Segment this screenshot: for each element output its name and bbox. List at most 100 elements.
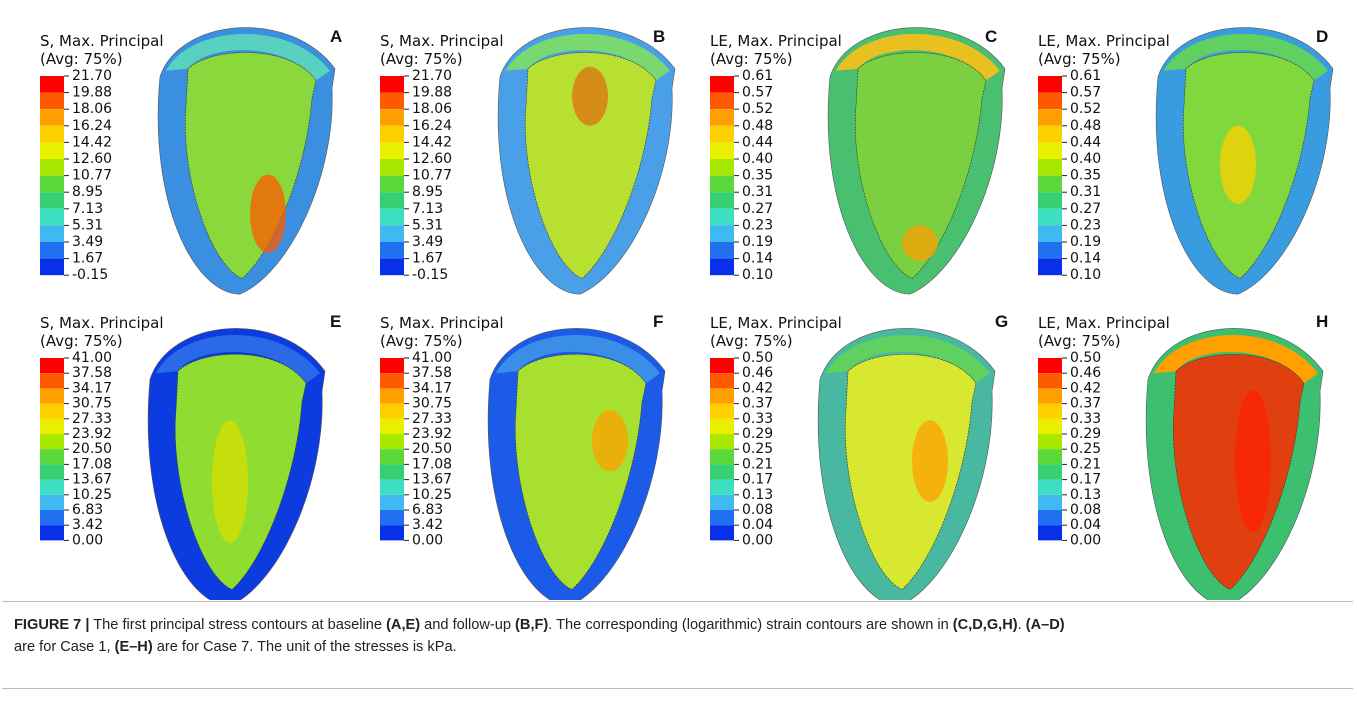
caption-text: . The corresponding (logarithmic) strain… <box>548 617 953 633</box>
legend-swatch <box>1038 159 1062 176</box>
panel-label: E <box>330 312 341 331</box>
legend-subtitle: (Avg: 75%) <box>1038 332 1121 350</box>
legend-tick-label: 3.42 <box>72 517 103 533</box>
legend-swatch <box>380 464 404 479</box>
legend-swatch <box>710 126 734 143</box>
legend-tick-label: 21.70 <box>412 68 452 84</box>
legend-tick-label: 20.50 <box>412 441 452 457</box>
legend-tick-label: 6.83 <box>72 502 103 518</box>
legend-tick-label: 12.60 <box>72 151 112 167</box>
legend-swatch <box>1038 192 1062 209</box>
legend-swatch <box>1038 142 1062 159</box>
caption-text: and follow-up <box>420 617 515 633</box>
legend-tick-label: 0.10 <box>742 267 773 283</box>
legend-swatch <box>710 176 734 193</box>
legend-tick-label: 1.67 <box>72 251 103 267</box>
legend-tick-label: 0.50 <box>742 350 773 366</box>
legend-tick-label: 6.83 <box>412 502 443 518</box>
legend-swatch <box>1038 76 1062 93</box>
panel: LE, Max. Principal(Avg: 75%)0.500.460.42… <box>1038 312 1328 600</box>
legend-title: S, Max. Principal <box>40 314 164 332</box>
legend-tick-label: 8.95 <box>72 184 103 200</box>
legend-swatch <box>710 358 734 373</box>
legend-swatch <box>380 176 404 193</box>
legend-subtitle: (Avg: 75%) <box>40 332 123 350</box>
legend-swatch <box>40 358 64 373</box>
legend-tick-label: 0.61 <box>742 68 773 84</box>
legend-swatch <box>380 76 404 93</box>
legend-tick-label: 0.42 <box>1070 380 1101 396</box>
legend-tick-label: 0.52 <box>1070 101 1101 117</box>
legend-tick-label: 0.44 <box>742 134 773 150</box>
legend-tick-label: 7.13 <box>72 201 103 217</box>
legend-swatch <box>1038 176 1062 193</box>
legend-swatch <box>40 93 64 110</box>
legend-swatch <box>710 373 734 388</box>
legend-tick-label: 0.13 <box>1070 487 1101 503</box>
legend-tick-label: 0.23 <box>1070 217 1101 233</box>
caption-text: are for Case 7. The unit of the stresses… <box>153 639 457 655</box>
legend-swatch <box>710 225 734 242</box>
legend-tick-label: 0.57 <box>742 85 773 101</box>
legend-tick-label: 23.92 <box>412 426 452 442</box>
legend-swatch <box>40 159 64 176</box>
legend-swatch <box>380 109 404 126</box>
legend-tick-label: 37.58 <box>412 365 452 381</box>
legend-tick-label: 10.25 <box>412 487 452 503</box>
legend-tick-label: 0.46 <box>742 365 773 381</box>
caption-text: FIGURE 7 | <box>14 617 89 633</box>
legend-tick-label: 0.21 <box>742 456 773 472</box>
legend-swatch <box>40 225 64 242</box>
legend-swatch <box>380 225 404 242</box>
legend-swatch <box>1038 242 1062 259</box>
heart-hotspot <box>902 226 938 261</box>
legend-title: S, Max. Principal <box>40 32 164 50</box>
legend-swatch <box>380 242 404 259</box>
legend-swatch <box>380 93 404 110</box>
legend-swatch <box>380 192 404 209</box>
legend-tick-label: 0.48 <box>1070 118 1101 134</box>
caption-text: (A–D) <box>1026 617 1065 633</box>
legend-swatch <box>710 449 734 464</box>
legend-tick-label: 13.67 <box>412 472 452 488</box>
legend-tick-label: 0.61 <box>1070 68 1101 84</box>
heart-model <box>148 328 325 600</box>
heart-model <box>1146 328 1323 600</box>
caption-text: . <box>1018 617 1026 633</box>
heart-hotspot <box>250 175 286 253</box>
legend-swatch <box>710 464 734 479</box>
legend-tick-label: 0.08 <box>1070 502 1101 518</box>
caption: FIGURE 7 | The first principal stress co… <box>2 601 1353 689</box>
legend-swatch <box>40 419 64 434</box>
legend-swatch <box>40 259 64 276</box>
legend-tick-label: 0.17 <box>1070 472 1101 488</box>
legend-tick-label: 16.24 <box>72 118 112 134</box>
legend-tick-label: 14.42 <box>72 134 112 150</box>
legend-swatch <box>40 109 64 126</box>
legend-tick-label: 0.14 <box>1070 251 1101 267</box>
legend-subtitle: (Avg: 75%) <box>380 50 463 68</box>
legend-swatch <box>40 388 64 403</box>
caption-line: are for Case 1, (E–H) are for Case 7. Th… <box>14 636 1341 658</box>
legend-tick-label: 0.33 <box>1070 411 1101 427</box>
legend-tick-label: 27.33 <box>412 411 452 427</box>
legend-swatch <box>40 525 64 540</box>
caption-text: are for Case 1, <box>14 639 115 655</box>
heart-model <box>1156 28 1333 295</box>
legend-swatch <box>380 373 404 388</box>
legend-title: S, Max. Principal <box>380 32 504 50</box>
legend-swatch <box>380 209 404 226</box>
panel: S, Max. Principal(Avg: 75%)21.7019.8818.… <box>40 27 342 294</box>
legend-swatch <box>380 388 404 403</box>
legend-tick-label: 3.49 <box>412 234 443 250</box>
legend-swatch <box>1038 93 1062 110</box>
legend-swatch <box>1038 126 1062 143</box>
legend-swatch <box>380 358 404 373</box>
heart-model <box>488 328 665 600</box>
legend-tick-label: 0.23 <box>742 217 773 233</box>
legend-swatch <box>710 495 734 510</box>
panel: S, Max. Principal(Avg: 75%)41.0037.5834.… <box>380 312 665 600</box>
legend-tick-label: 0.13 <box>742 487 773 503</box>
legend-tick-label: 34.17 <box>412 380 452 396</box>
legend-tick-label: 0.50 <box>1070 350 1101 366</box>
